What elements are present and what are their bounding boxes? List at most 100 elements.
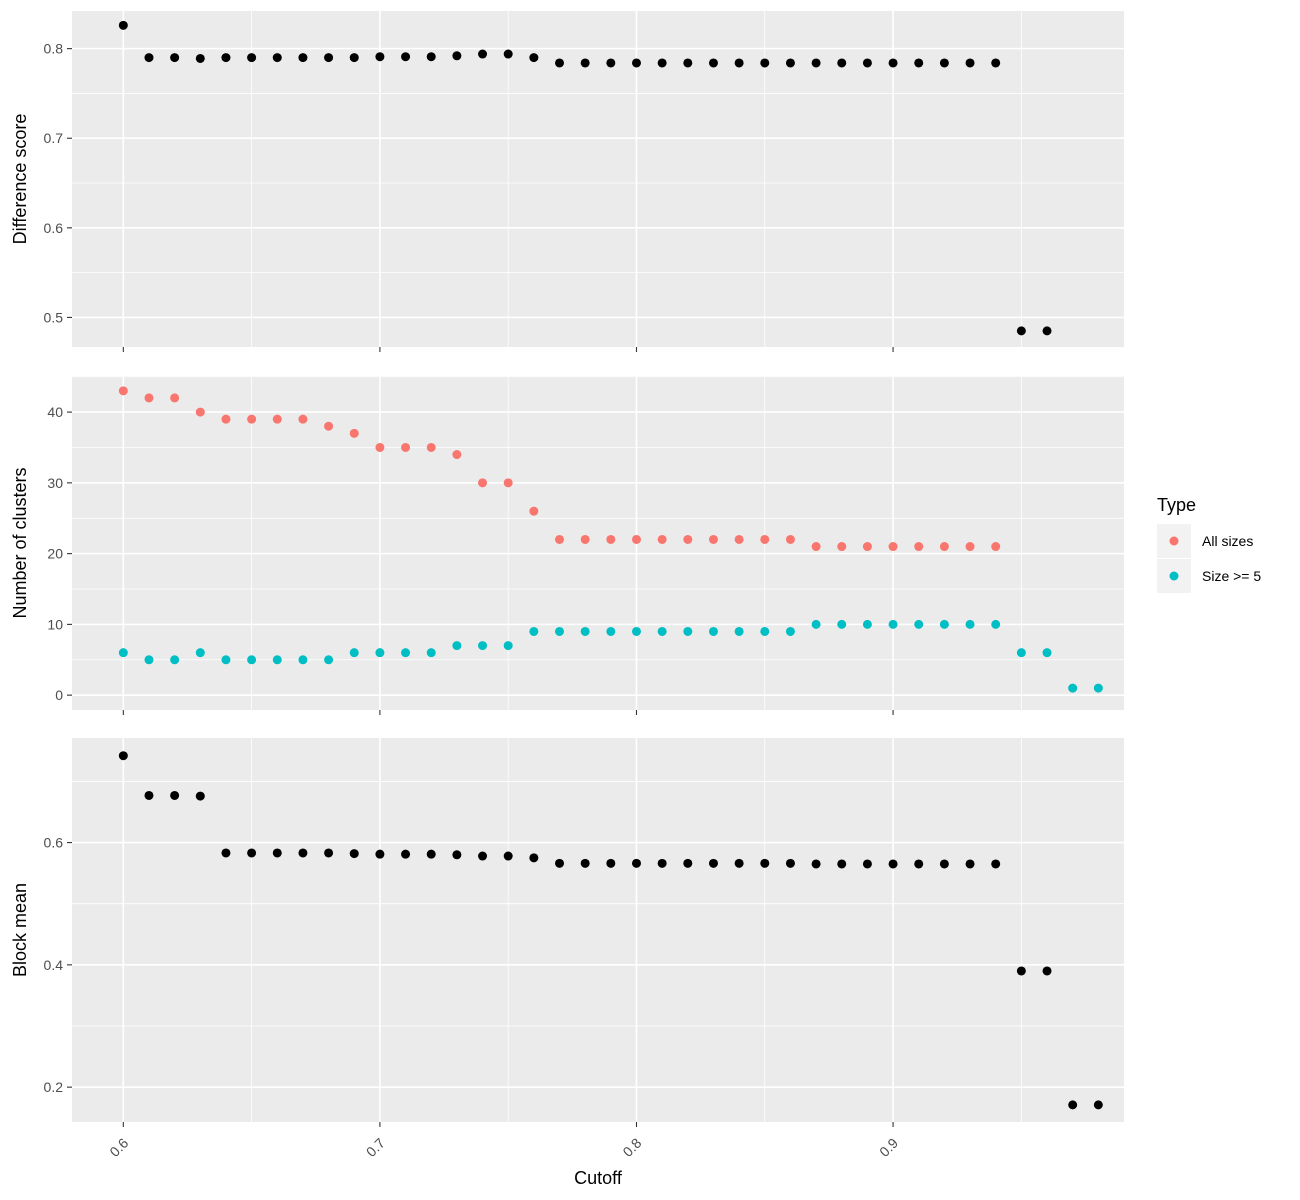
data-point [247, 848, 257, 858]
data-point [965, 542, 975, 552]
data-point [631, 58, 641, 68]
x-axis-title: Cutoff [574, 1168, 623, 1188]
data-point [118, 648, 128, 658]
data-point [272, 655, 282, 665]
data-point [247, 655, 257, 665]
y-tick-label: 40 [47, 404, 63, 420]
data-point [144, 393, 154, 403]
data-point [221, 414, 231, 424]
data-point [683, 534, 693, 544]
data-point [914, 542, 924, 552]
data-point [144, 790, 154, 800]
data-point [914, 58, 924, 68]
y-tick-label: 0.7 [44, 130, 64, 146]
data-point [939, 542, 949, 552]
data-point [914, 619, 924, 629]
data-point [734, 858, 744, 868]
data-point [555, 534, 565, 544]
data-point [580, 626, 590, 636]
series-points [118, 751, 1103, 1110]
data-point [529, 506, 539, 516]
legend-label: All sizes [1202, 533, 1253, 549]
series-size-5 [118, 619, 1103, 693]
data-point [837, 859, 847, 869]
data-point [657, 858, 667, 868]
data-point [349, 849, 359, 859]
y-tick-label: 0.6 [44, 220, 64, 236]
data-point [606, 534, 616, 544]
data-point [478, 49, 488, 59]
panel-block: 0.2 0.4 0.6 Block mean 0.6 0.7 0.8 0.9 Cutoff [10, 738, 1124, 1188]
data-point [298, 414, 308, 424]
data-point [118, 20, 128, 30]
data-point [862, 859, 872, 869]
data-point [914, 859, 924, 869]
data-point [708, 58, 718, 68]
data-point [555, 626, 565, 636]
data-point [247, 53, 257, 63]
data-point [785, 858, 795, 868]
data-point [888, 542, 898, 552]
data-point [580, 858, 590, 868]
series-points [118, 20, 1052, 336]
data-point [503, 49, 513, 59]
data-point [965, 58, 975, 68]
data-point [1016, 966, 1026, 976]
data-point [683, 858, 693, 868]
legend-swatch [1169, 536, 1179, 546]
data-point [657, 626, 667, 636]
data-point [580, 534, 590, 544]
data-point [195, 407, 205, 417]
data-point [426, 52, 436, 62]
data-point [195, 791, 205, 801]
data-point [324, 655, 334, 665]
data-point [862, 542, 872, 552]
data-point [683, 58, 693, 68]
y-axis-title: Number of clusters [10, 467, 30, 618]
data-point [298, 848, 308, 858]
data-point [426, 442, 436, 452]
y-tick-label: 0.5 [44, 309, 64, 325]
data-point [272, 848, 282, 858]
x-tick-label: 0.7 [363, 1135, 388, 1160]
legend-title: Type [1157, 495, 1196, 515]
data-point [888, 58, 898, 68]
data-point [478, 641, 488, 651]
data-point [1068, 1100, 1078, 1110]
panel-background [72, 738, 1124, 1122]
data-point [760, 534, 770, 544]
data-point [529, 53, 539, 63]
panel-background [72, 11, 1124, 347]
data-point [888, 619, 898, 629]
data-point [708, 534, 718, 544]
data-point [939, 859, 949, 869]
y-axis-title: Difference score [10, 114, 30, 245]
data-point [785, 534, 795, 544]
data-point [503, 478, 513, 488]
data-point [478, 851, 488, 861]
data-point [683, 626, 693, 636]
legend-swatch [1169, 571, 1179, 581]
data-point [657, 58, 667, 68]
y-tick-label: 0.2 [44, 1079, 64, 1095]
data-point [375, 442, 385, 452]
data-point [195, 648, 205, 658]
legend: Type All sizes Size >= 5 [1157, 495, 1261, 593]
data-point [375, 648, 385, 658]
data-point [785, 58, 795, 68]
y-tick-label: 0.4 [44, 957, 64, 973]
data-point [118, 751, 128, 761]
data-point [426, 648, 436, 658]
data-point [221, 53, 231, 63]
data-point [144, 655, 154, 665]
data-point [939, 619, 949, 629]
data-point [401, 52, 411, 62]
data-point [247, 414, 257, 424]
data-point [1042, 648, 1052, 658]
data-point [349, 428, 359, 438]
data-point [298, 655, 308, 665]
panel-difference: 0.5 0.6 0.7 0.8 Difference score [10, 11, 1124, 352]
data-point [401, 849, 411, 859]
x-tick-label: 0.9 [876, 1135, 901, 1160]
